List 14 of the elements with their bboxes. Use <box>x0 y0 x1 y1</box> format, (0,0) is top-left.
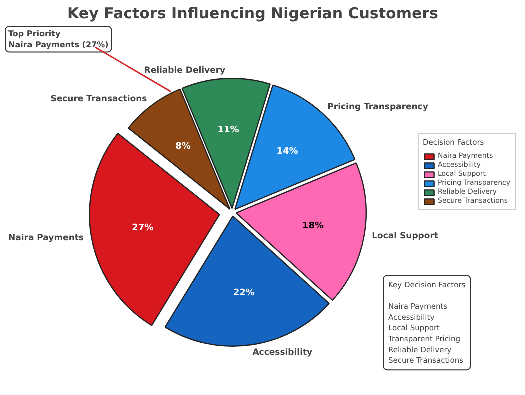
slice-label: Accessibility <box>252 348 314 358</box>
text: Top Priority Naira Payments (27%) <box>8 30 109 50</box>
data-label: 11% <box>218 126 240 136</box>
slice-label: Naira Payments <box>8 234 84 244</box>
data-label: 8% <box>176 142 191 152</box>
slice-label: Pricing Transparency <box>328 102 429 113</box>
data-label: 27% <box>132 223 154 234</box>
chart-title: Key Factors Influencing Nigerian Customers <box>68 4 439 22</box>
data-label: 14% <box>276 146 298 157</box>
data-label: 18% <box>302 221 324 232</box>
slice-label: Secure Transactions <box>50 94 148 104</box>
slice-label: Local Support <box>372 232 438 242</box>
data-label: 22% <box>233 288 255 299</box>
slice-label: Reliable Delivery <box>144 66 226 76</box>
